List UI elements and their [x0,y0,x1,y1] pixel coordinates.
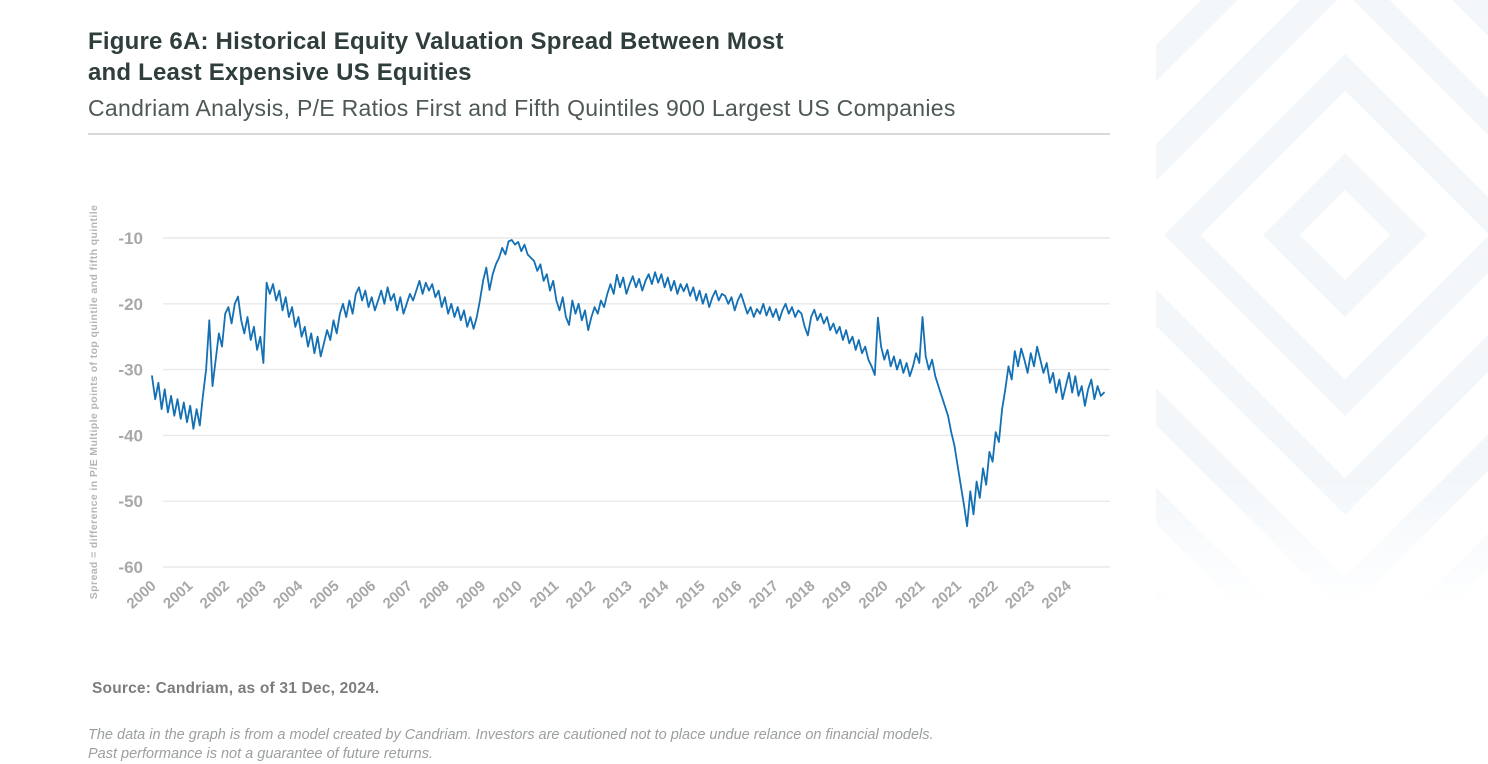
pattern-ring [1156,0,1488,516]
x-tick-label: 2011 [527,577,563,611]
x-tick-label: 2020 [855,577,891,612]
y-tick-label: -50 [118,492,143,511]
y-axis-label: Spread = difference in P/E Multiple poin… [88,205,100,600]
x-tick-label: 2004 [270,577,307,612]
x-tick-label: 2024 [1038,577,1075,612]
x-tick-label: 2017 [746,577,782,612]
x-tick-label: 2009 [453,577,489,612]
y-tick-label: -30 [118,361,143,380]
x-tick-label: 2022 [965,577,1001,612]
y-tick-label: -60 [118,558,143,577]
x-tick-label: 2007 [380,577,416,612]
header-divider [88,133,1110,135]
x-tick-label: 2023 [1002,577,1038,612]
x-tick-label: 2012 [563,577,599,612]
figure-subtitle: Candriam Analysis, P/E Ratios First and … [88,95,956,121]
y-tick-label: -40 [118,426,143,445]
x-tick-label: 2008 [416,577,452,612]
x-tick-label: 2002 [197,577,233,612]
y-tick-label: -10 [118,229,143,248]
x-tick-label: 2001 [160,577,196,612]
x-tick-label: 2000 [123,577,159,612]
y-tick-label: -20 [118,295,143,314]
x-tick-label: 2021 [929,577,965,612]
source-note: Source: Candriam, as of 31 Dec, 2024. [92,680,380,697]
spread-line-chart: -10 -20 -30 -40 -50 -60 2000 2001 2002 2003 2004 20… [88,150,1132,655]
x-tick-label: 2006 [343,577,379,612]
x-tick-label: 2010 [489,577,525,612]
x-tick-label: 2018 [782,577,818,612]
x-tick-label: 2003 [233,577,269,612]
x-tick-label: 2005 [306,577,342,612]
x-tick-label: 2015 [672,577,708,612]
disclaimer-text: The data in the graph is from a model cr… [88,727,934,762]
figure-title: Figure 6A: Historical Equity Valuation S… [88,28,784,86]
pattern-ring [1156,0,1488,610]
x-tick-label: 2016 [709,577,745,612]
pattern-ring [1262,152,1428,318]
pattern-ring [1163,53,1488,417]
x-tick-label: 2019 [819,577,855,612]
brand-pattern-icon [1156,0,1488,610]
x-tick-label: 2014 [636,577,673,612]
spread-series-line [151,239,1105,528]
x-tick-label: 2013 [599,577,635,612]
x-tick-label: 2021 [892,577,928,612]
